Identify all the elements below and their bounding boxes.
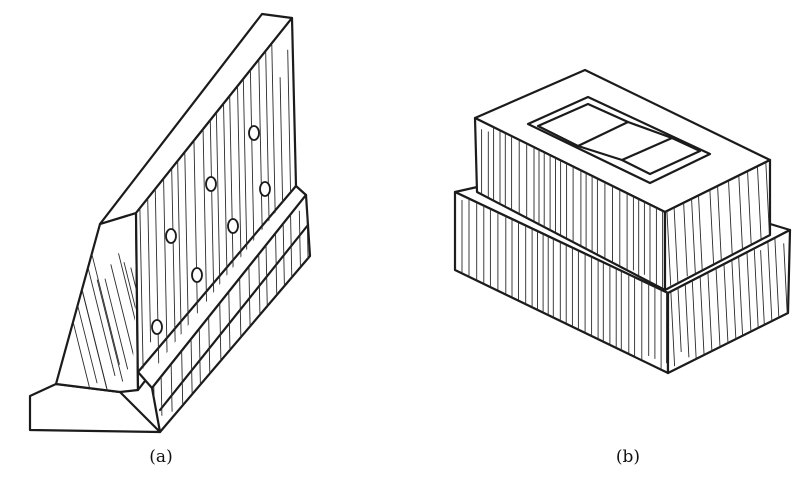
angle-plate-drawing [28, 12, 312, 434]
box-upper-right [663, 158, 772, 292]
box-block-drawing [453, 68, 792, 375]
bolt-hole [248, 125, 260, 141]
bolt-hole [259, 181, 271, 197]
bolt-hole [227, 218, 239, 234]
bolt-hole [191, 267, 203, 283]
figure-b-caption: (b) [615, 447, 641, 467]
figure-a-caption: (a) [149, 447, 173, 467]
box-opening-inner-right [620, 136, 702, 176]
bolt-hole [205, 176, 217, 192]
angle-plate-base [28, 382, 162, 434]
bolt-hole [151, 319, 163, 335]
bolt-hole [165, 228, 177, 244]
box-base-right [666, 228, 792, 375]
